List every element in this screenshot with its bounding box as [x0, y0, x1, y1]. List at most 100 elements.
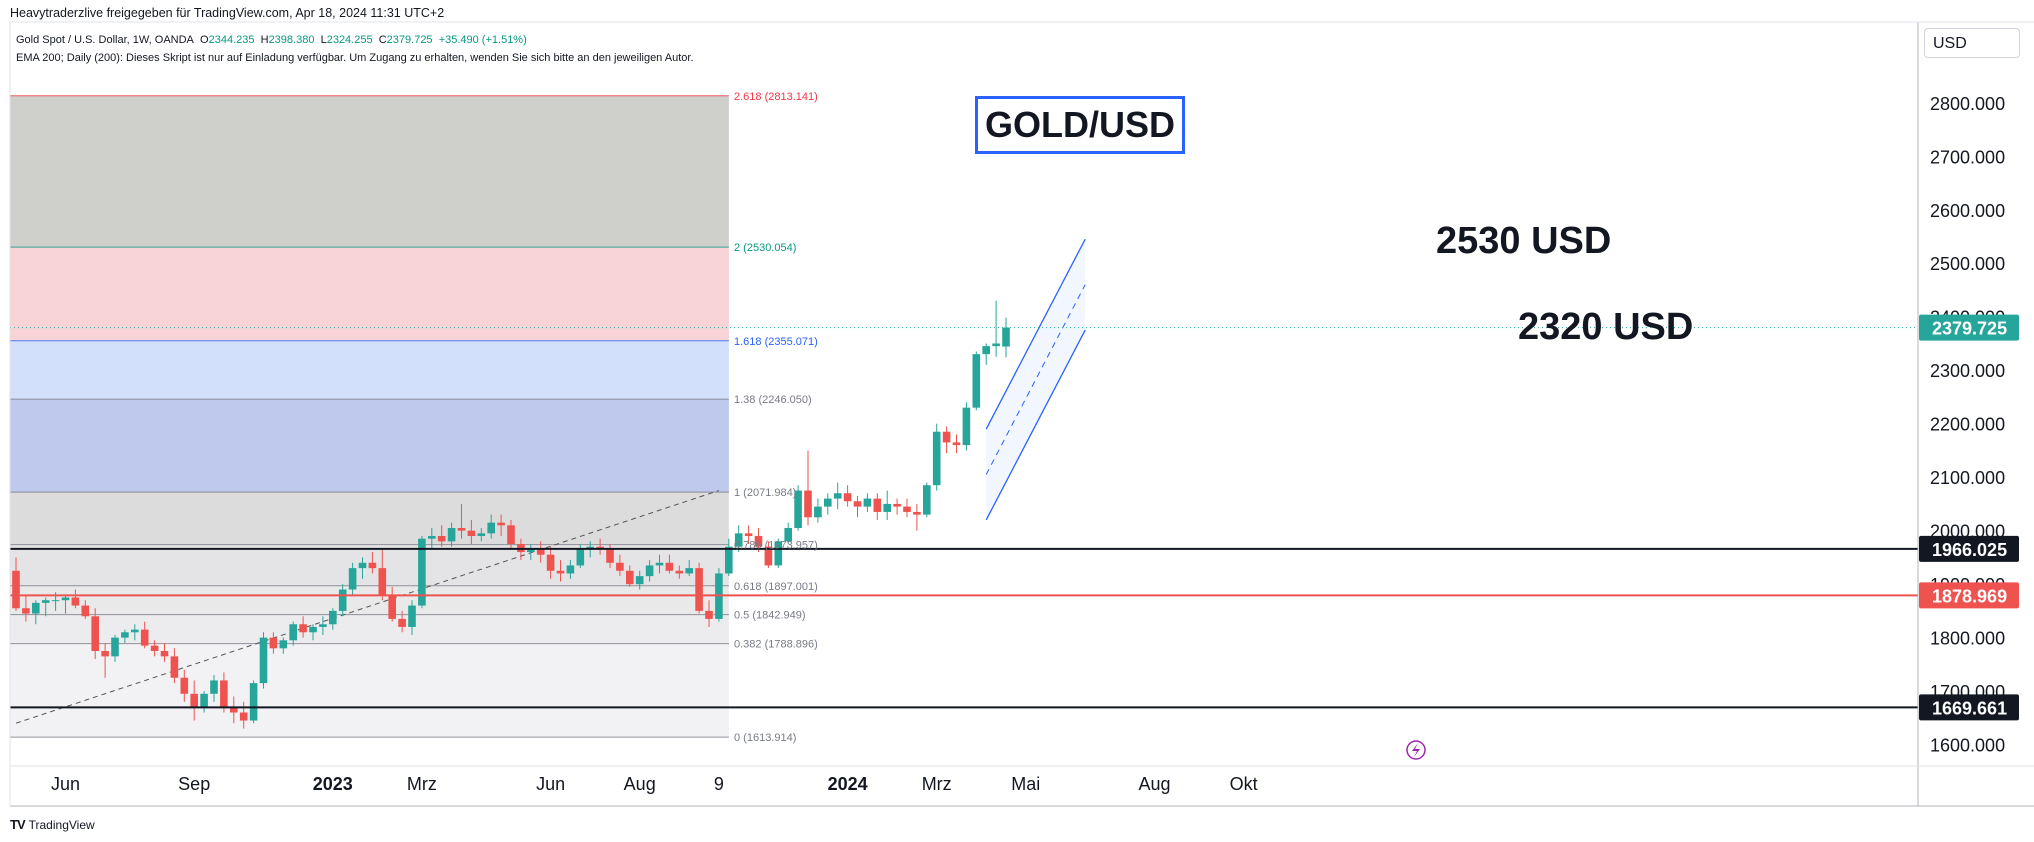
fib-zone — [10, 614, 729, 644]
channel-lower-line[interactable] — [985, 329, 1086, 521]
candle-body — [398, 618, 406, 627]
candle — [655, 554, 664, 574]
candle — [101, 642, 109, 678]
candle-body — [695, 568, 703, 611]
candle-body — [368, 562, 377, 569]
candle-body — [685, 568, 693, 574]
candle — [497, 514, 505, 537]
candle — [200, 691, 208, 713]
candle — [932, 423, 941, 491]
fib-label: 2.618 (2813.141) — [734, 91, 818, 103]
trendline[interactable] — [15, 490, 720, 724]
candle — [556, 560, 565, 582]
candle — [873, 493, 882, 520]
candle-body — [378, 568, 387, 595]
candle-body — [220, 680, 228, 708]
candle — [814, 498, 822, 523]
candle-body — [41, 600, 50, 603]
candle-body — [170, 656, 179, 678]
fib-zone — [10, 95, 729, 248]
channel-mid-line[interactable] — [985, 284, 1086, 475]
channel-fill — [986, 239, 1086, 520]
annotation-lower-target[interactable]: 2320 USD — [1518, 306, 1694, 348]
close-label: C — [378, 34, 387, 46]
x-tick-label: Aug — [624, 774, 656, 794]
candle-body — [160, 651, 169, 657]
candle-body — [655, 562, 664, 566]
candle — [269, 632, 278, 654]
candle — [309, 624, 317, 641]
candle-body — [230, 707, 238, 713]
candle-body — [705, 610, 713, 619]
candle — [566, 560, 575, 579]
candle-body — [200, 693, 208, 708]
horizontal-levels[interactable] — [10, 327, 1918, 709]
y-tick-label: 1600.000 — [1930, 736, 2005, 756]
time-axis[interactable]: Jun Sep 2023 Mrz Jun Aug 9 2024 Mrz Mai Aug Okt — [51, 774, 1258, 794]
candle-body — [101, 651, 109, 657]
candle — [437, 525, 446, 547]
high-value: 2398.380 — [268, 34, 315, 46]
candle-body — [606, 549, 614, 563]
candle-body — [794, 490, 802, 528]
candle — [546, 546, 555, 579]
change-value: +35.490 (+1.51%) — [438, 34, 527, 46]
candle-body — [388, 594, 396, 619]
candle — [289, 621, 297, 646]
fib-label: 1 (2071.984) — [734, 487, 796, 499]
bolt-icon[interactable] — [1406, 740, 1426, 760]
candle-body — [843, 493, 852, 502]
candle — [418, 536, 426, 609]
candle-body — [239, 712, 248, 721]
high-label: H — [260, 34, 269, 46]
footer-brand[interactable]: TradingView — [28, 817, 95, 832]
candle — [71, 589, 80, 609]
y-tick-label: 2300.000 — [1930, 361, 2005, 381]
candle-body — [61, 597, 70, 601]
candle — [635, 570, 644, 590]
candle-body — [833, 493, 842, 499]
symbol-name[interactable]: Gold Spot / U.S. Dollar, 1W, OANDA — [16, 34, 194, 46]
candle-body — [279, 640, 288, 649]
fib-label: 1.618 (2355.071) — [734, 336, 818, 348]
indicator-legend[interactable]: EMA 200; Daily (200): Dieses Skript ist … — [16, 52, 694, 64]
x-tick-label: 9 — [714, 774, 724, 794]
fib-zone — [10, 643, 729, 738]
y-tick-label: 2800.000 — [1930, 94, 2005, 114]
candle — [824, 493, 832, 515]
fib-label: 0 (1613.914) — [734, 732, 796, 744]
currency-selector[interactable]: USD — [1924, 28, 2020, 58]
low-value: 2324.255 — [326, 34, 373, 46]
candle — [329, 608, 337, 630]
candle — [725, 538, 733, 577]
candle — [626, 565, 634, 587]
channel-upper-line[interactable] — [985, 238, 1086, 430]
y-tick-label: 2700.000 — [1930, 147, 2005, 167]
y-tick-label: 2100.000 — [1930, 468, 2005, 488]
candle — [61, 594, 70, 614]
candle — [794, 485, 802, 531]
candle-body — [418, 538, 426, 606]
x-tick-label: Mai — [1011, 774, 1040, 794]
x-tick-label: Mrz — [407, 774, 437, 794]
tradingview-logo-icon[interactable]: TV — [10, 817, 26, 832]
candle — [22, 594, 30, 622]
title-box[interactable]: GOLD/USD — [975, 96, 1185, 154]
candle — [428, 527, 436, 550]
candle — [853, 495, 862, 518]
candle-body — [784, 527, 792, 542]
open-label: O — [200, 34, 209, 46]
candle — [447, 522, 456, 547]
shared-by-header: Heavytraderzlive freigegeben für Trading… — [10, 6, 445, 20]
price-axis[interactable]: 1600.0001700.0001800.0001900.0002000.000… — [1930, 94, 2005, 756]
candle-body — [309, 626, 317, 633]
annotation-upper-target[interactable]: 2530 USD — [1436, 220, 1612, 262]
price-channel[interactable] — [985, 238, 1086, 521]
dashed-trendline[interactable] — [15, 490, 720, 724]
candle-body — [952, 442, 961, 446]
candle-body — [408, 605, 416, 627]
candle-body — [319, 624, 327, 627]
candle — [170, 648, 179, 684]
level-price-tag-bg — [1919, 694, 2019, 721]
